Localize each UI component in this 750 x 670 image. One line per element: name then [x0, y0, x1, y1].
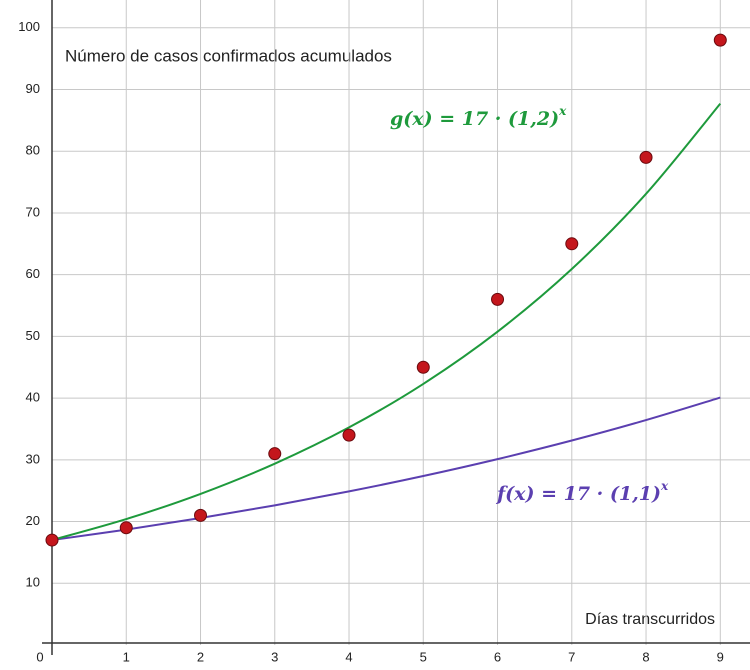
data-point [416, 360, 430, 374]
formula-exponent: x [660, 479, 669, 493]
y-tick-label: 30 [26, 451, 40, 466]
x-tick-label: 8 [642, 649, 649, 664]
y-tick-label: 60 [26, 266, 40, 281]
x-tick-label: 7 [568, 649, 575, 664]
y-tick-label: 90 [26, 81, 40, 96]
x-tick-label: 9 [717, 649, 724, 664]
curve [51, 102, 722, 542]
formula-text: f(x) = 17 · (1,1) [495, 483, 661, 505]
data-point [565, 237, 579, 251]
x-tick-label: 6 [494, 649, 501, 664]
x-tick-label: 4 [345, 649, 352, 664]
data-point [491, 292, 505, 306]
data-point [119, 521, 133, 535]
y-tick-label: 80 [26, 143, 40, 158]
y-tick-label: 10 [26, 575, 40, 590]
x-tick-label: 3 [271, 649, 278, 664]
formula: g(x) = 17 · (1,2)x [390, 104, 567, 131]
x-tick-label: 0 [36, 649, 43, 664]
chart-title: Número de casos confirmados acumulados [65, 46, 392, 65]
x-tick-label: 1 [123, 649, 130, 664]
formula: f(x) = 17 · (1,1)x [495, 479, 669, 506]
data-point [713, 33, 727, 47]
x-axis-label: Días transcurridos [585, 611, 715, 628]
curve [51, 396, 721, 542]
x-tick-label: 2 [197, 649, 204, 664]
y-tick-label: 100 [18, 19, 40, 34]
x-tick-label: 5 [420, 649, 427, 664]
y-tick-label: 20 [26, 513, 40, 528]
y-tick-label: 50 [26, 328, 40, 343]
formula-exponent: x [558, 104, 567, 118]
y-tick-label: 70 [26, 204, 40, 219]
data-point [194, 508, 208, 522]
y-tick-label: 40 [26, 390, 40, 405]
data-point [342, 428, 356, 442]
data-point [45, 533, 59, 547]
data-point [639, 150, 653, 164]
data-point [268, 447, 282, 461]
formula-text: g(x) = 17 · (1,2) [390, 108, 559, 130]
